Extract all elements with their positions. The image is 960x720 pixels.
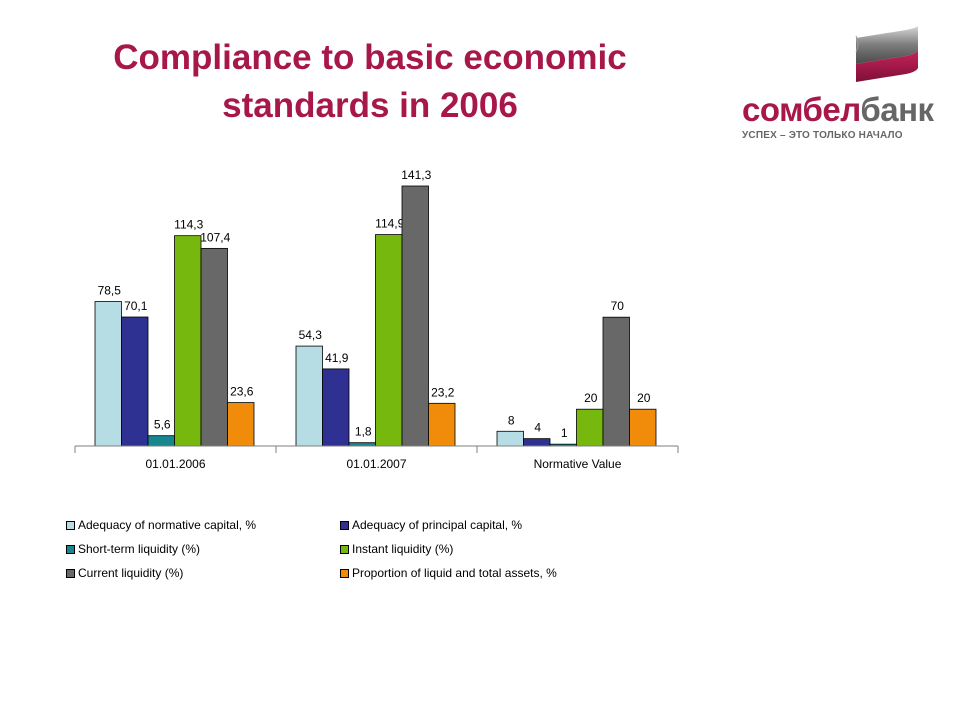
bar <box>227 402 255 447</box>
page-title: Compliance to basic economic standards i… <box>20 34 720 130</box>
legend-swatch <box>66 544 75 554</box>
legend-item: Instant liquidity (%) <box>340 541 453 557</box>
data-label: 23,2 <box>431 385 455 399</box>
bar <box>523 438 551 447</box>
data-label: 78,5 <box>98 284 122 298</box>
title-line-1: Compliance to basic economic <box>113 38 627 77</box>
legend-swatch <box>340 568 349 578</box>
data-label: 41,9 <box>325 351 349 365</box>
data-label: 20 <box>637 391 651 405</box>
data-label: 1 <box>561 426 568 440</box>
legend-label: Instant liquidity (%) <box>352 542 454 556</box>
legend-swatch <box>340 544 349 554</box>
bar <box>295 345 323 447</box>
legend-item: Proportion of liquid and total assets, % <box>340 565 557 581</box>
x-tick-label: Normative Value <box>534 457 622 471</box>
data-label: 70,1 <box>124 299 148 313</box>
data-label: 54,3 <box>299 328 323 342</box>
legend-label: Current liquidity (%) <box>78 566 184 580</box>
legend-label: Adequacy of normative capital, % <box>78 518 257 532</box>
legend-swatch <box>66 520 75 530</box>
legend-label: Proportion of liquid and total assets, % <box>352 566 557 580</box>
legend-item: Adequacy of principal capital, % <box>340 517 522 533</box>
legend-swatch <box>340 520 349 530</box>
bar <box>121 316 149 447</box>
sombelbank-logo: сомбелбанк УСПЕХ – ЭТО ТОЛЬКО НАЧАЛО <box>736 24 940 148</box>
data-label: 8 <box>508 413 515 427</box>
x-tick-label: 01.01.2006 <box>145 457 205 471</box>
bar <box>576 408 604 447</box>
data-label: 4 <box>534 421 541 435</box>
legend-item: Adequacy of normative capital, % <box>66 517 256 533</box>
data-label: 114,9 <box>375 217 404 231</box>
data-label: 107,4 <box>200 230 230 244</box>
data-label: 70 <box>611 299 625 313</box>
legend-swatch <box>66 568 75 578</box>
bar <box>94 301 122 447</box>
bar <box>428 402 456 447</box>
title-line-2: standards in 2006 <box>222 86 518 125</box>
bar <box>401 185 429 447</box>
logo-wordmark: сомбелбанк <box>742 92 934 128</box>
bar <box>375 234 403 447</box>
legend-item: Current liquidity (%) <box>66 565 183 581</box>
bar <box>174 235 202 447</box>
logo-ribbon-icon <box>855 26 918 82</box>
logo-name-part2: банк <box>860 91 934 128</box>
data-label: 20 <box>584 391 598 405</box>
data-label: 141,3 <box>401 168 431 182</box>
logo-name-part1: сомбел <box>742 91 861 128</box>
bar <box>629 408 657 447</box>
bar <box>602 316 630 447</box>
data-label: 1,8 <box>355 425 372 439</box>
legend-label: Short-term liquidity (%) <box>78 542 201 556</box>
data-label: 23,6 <box>230 385 254 399</box>
bar <box>200 247 228 447</box>
logo-tagline: УСПЕХ – ЭТО ТОЛЬКО НАЧАЛО <box>742 130 903 141</box>
bar <box>147 435 175 447</box>
bar <box>322 368 350 447</box>
bar <box>496 430 524 447</box>
data-label: 114,3 <box>174 218 203 232</box>
legend-label: Adequacy of principal capital, % <box>352 518 523 532</box>
legend-item: Short-term liquidity (%) <box>66 541 200 557</box>
data-label: 5,6 <box>154 418 171 432</box>
x-tick-label: 01.01.2007 <box>346 457 406 471</box>
